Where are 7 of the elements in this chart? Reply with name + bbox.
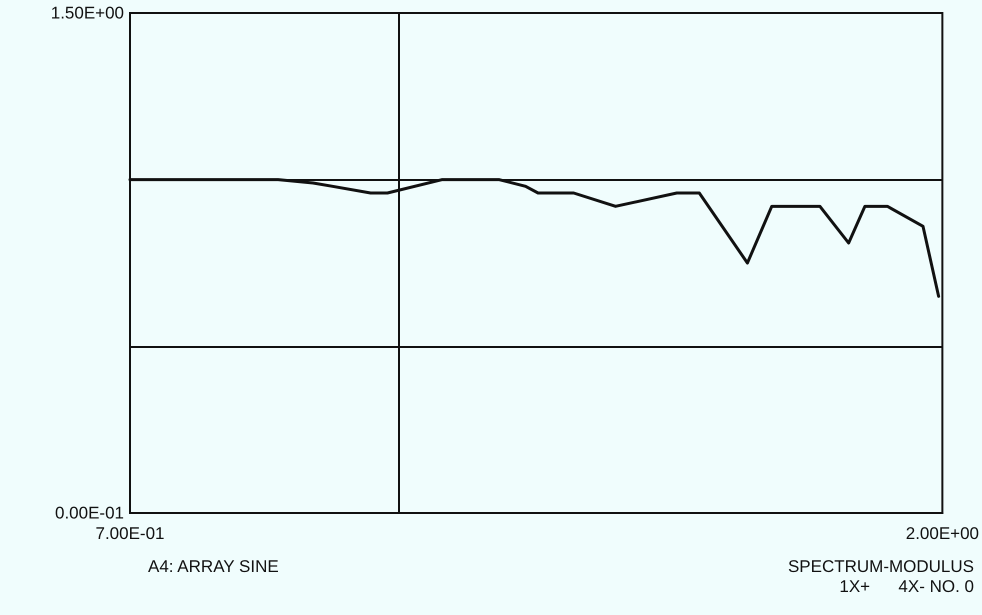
text: A4: ARRAY SINE [148, 557, 279, 576]
y-tick-label: 1.50E+00 [50, 4, 124, 22]
text: SPECTRUM-MODULUS [788, 557, 974, 576]
x-tick-label: 2.00E+00 [906, 524, 979, 543]
y-tick-label: 0.00E-01 [55, 504, 124, 522]
x-tick-label: 7.00E-01 [96, 524, 164, 543]
text: 1X+ 4X- NO. 0 [839, 577, 974, 596]
